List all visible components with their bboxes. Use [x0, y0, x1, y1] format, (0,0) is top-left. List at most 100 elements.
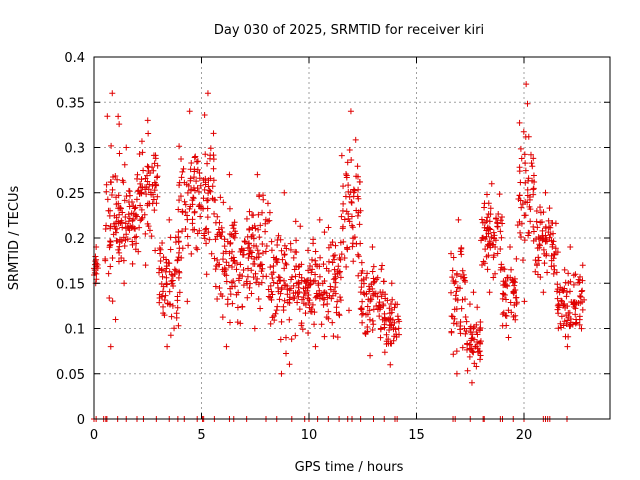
data-point — [175, 206, 182, 213]
data-point — [528, 160, 535, 167]
data-point — [121, 243, 128, 250]
data-point — [472, 343, 479, 350]
data-point — [287, 240, 294, 247]
data-point — [462, 313, 469, 320]
data-point — [554, 281, 561, 288]
data-point — [245, 240, 252, 247]
data-point — [219, 314, 226, 321]
data-point — [360, 310, 367, 317]
data-point — [298, 261, 305, 268]
data-point — [237, 261, 244, 268]
data-point — [497, 217, 504, 224]
data-point — [240, 251, 247, 258]
data-point — [377, 304, 384, 311]
x-tick-label: 15 — [408, 428, 425, 443]
data-point — [125, 187, 132, 194]
data-point — [494, 250, 501, 257]
data-point — [238, 245, 245, 252]
data-point — [507, 244, 514, 251]
data-point — [336, 255, 343, 262]
data-point — [523, 81, 530, 88]
data-point — [176, 197, 183, 204]
data-point — [141, 211, 148, 218]
data-point — [500, 265, 507, 272]
data-point — [495, 210, 502, 217]
data-point — [546, 205, 553, 212]
data-point — [184, 233, 191, 240]
data-point — [195, 188, 202, 195]
data-point — [229, 263, 236, 270]
data-point — [185, 182, 192, 189]
data-point — [340, 223, 347, 230]
data-point — [354, 173, 361, 180]
data-point — [138, 138, 145, 145]
data-point — [388, 309, 395, 316]
data-point — [479, 235, 486, 242]
data-point — [324, 294, 331, 301]
data-point — [235, 289, 242, 296]
data-point — [486, 218, 493, 225]
data-point — [115, 192, 122, 199]
data-point — [184, 298, 191, 305]
data-point — [453, 320, 460, 327]
data-point — [279, 256, 286, 263]
data-point — [508, 309, 515, 316]
data-point — [202, 226, 209, 233]
data-point — [246, 244, 253, 251]
data-point — [175, 238, 182, 245]
data-point — [378, 293, 385, 300]
data-point — [333, 304, 340, 311]
data-point — [355, 186, 362, 193]
data-point — [234, 259, 241, 266]
data-point — [203, 271, 210, 278]
data-point — [293, 249, 300, 256]
data-point — [140, 167, 147, 174]
data-point — [252, 225, 259, 232]
data-point — [284, 291, 291, 298]
data-point — [133, 213, 140, 220]
data-point — [450, 320, 457, 327]
data-point — [180, 165, 187, 172]
data-point — [543, 236, 550, 243]
data-point — [243, 215, 250, 222]
data-point — [240, 282, 247, 289]
data-point — [147, 189, 154, 196]
data-point — [223, 278, 230, 285]
data-point — [345, 188, 352, 195]
data-point — [303, 280, 310, 287]
data-point — [235, 277, 242, 284]
data-point — [172, 239, 179, 246]
data-point — [278, 284, 285, 291]
data-point — [381, 321, 388, 328]
data-point — [157, 246, 164, 253]
data-point — [94, 265, 101, 272]
data-point — [299, 296, 306, 303]
data-point — [292, 273, 299, 280]
data-point — [109, 298, 116, 305]
data-point — [185, 242, 192, 249]
data-point — [564, 343, 571, 350]
data-point — [356, 178, 363, 185]
data-point — [335, 311, 342, 318]
data-point — [316, 216, 323, 223]
data-point — [394, 301, 401, 308]
data-point — [312, 343, 319, 350]
data-point — [560, 322, 567, 329]
data-point — [152, 181, 159, 188]
data-point — [250, 235, 257, 242]
data-point — [355, 253, 362, 260]
data-point — [257, 261, 264, 268]
data-point — [298, 274, 305, 281]
data-point — [331, 256, 338, 263]
data-point — [359, 298, 366, 305]
data-point — [202, 175, 209, 182]
data-point — [150, 196, 157, 203]
data-point — [264, 200, 271, 207]
data-point — [295, 263, 302, 270]
data-point — [492, 215, 499, 222]
data-point — [558, 298, 565, 305]
data-point — [242, 238, 249, 245]
data-point — [125, 218, 132, 225]
data-point — [555, 310, 562, 317]
data-point — [116, 243, 123, 250]
